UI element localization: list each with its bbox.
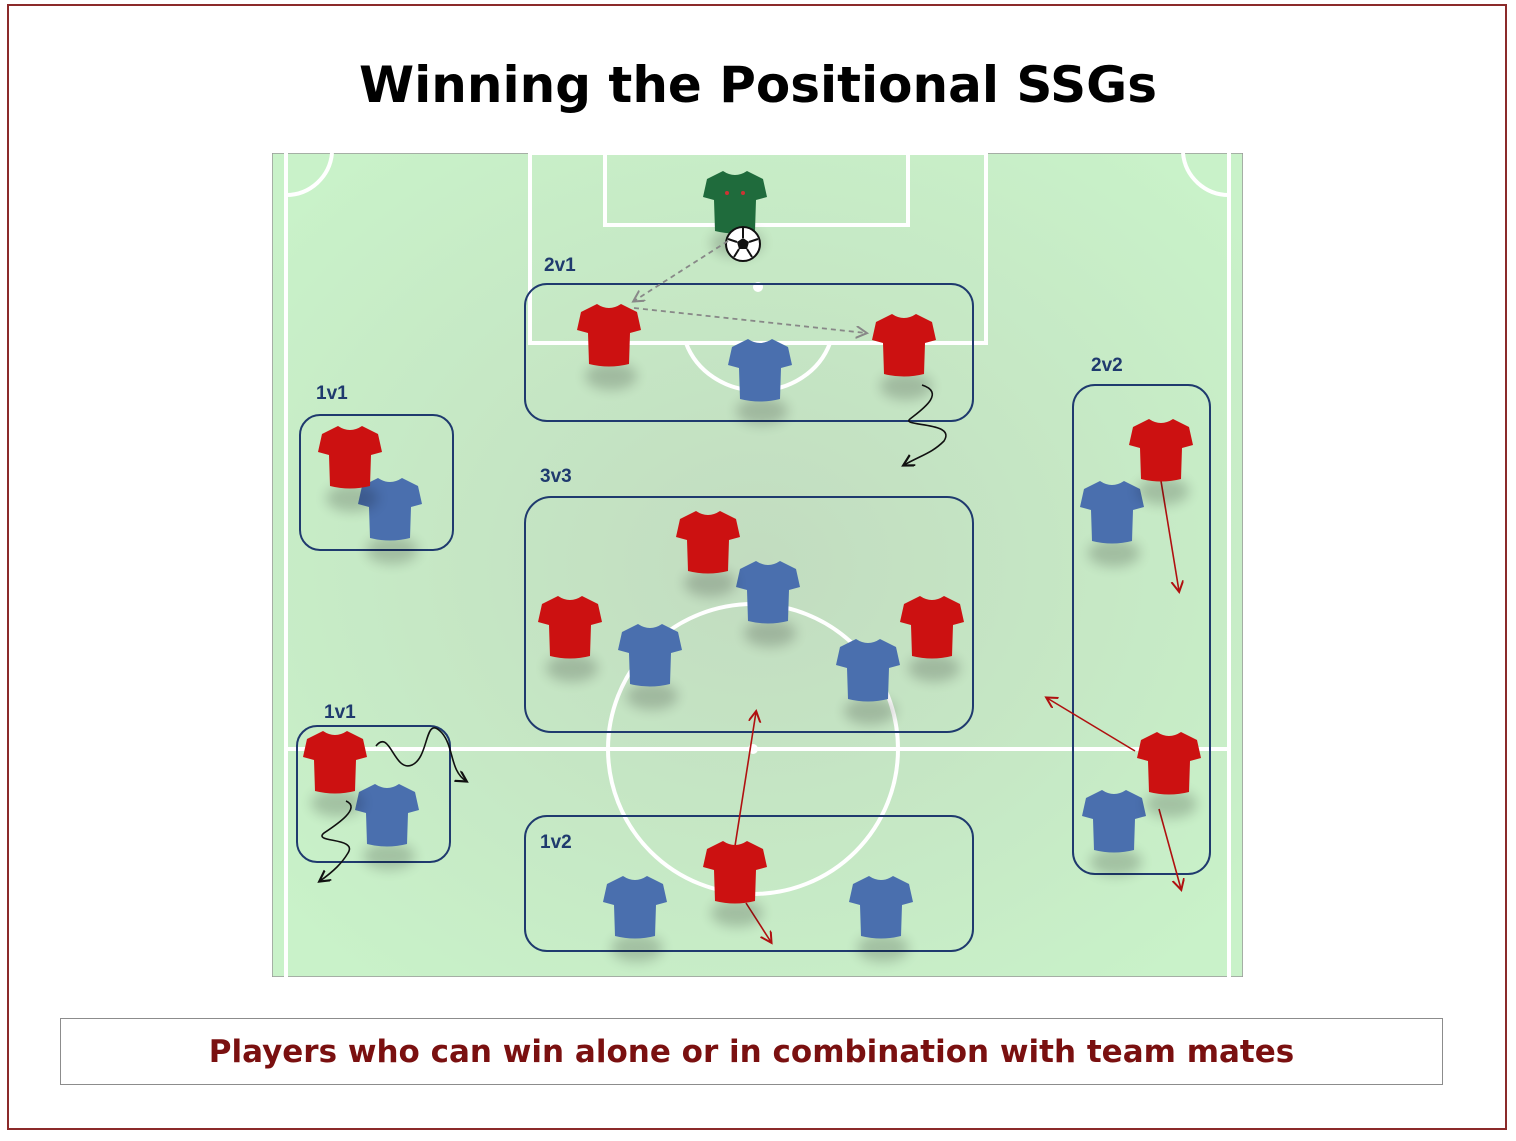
soccer-ball-icon: [725, 226, 761, 262]
zone-label-1v2: 1v2: [540, 832, 572, 853]
zone-3v3-box: [524, 496, 974, 733]
dribble-arrows: [320, 384, 947, 881]
football-pitch: 2v1 1v1 3v3 2v2 1v1 1v2: [271, 151, 1244, 978]
zone-label-1v1-lower: 1v1: [324, 702, 356, 723]
caption-box: Players who can win alone or in combinat…: [60, 1018, 1443, 1085]
zone-outlines: [296, 283, 1211, 952]
zone-2v2-box: [1072, 384, 1211, 875]
zone-label-1v1-upper: 1v1: [316, 383, 348, 404]
caption-text: Players who can win alone or in combinat…: [208, 1033, 1295, 1070]
zone-label-2v1: 2v1: [544, 255, 576, 276]
green-goalkeeper-jersey-icon: [703, 171, 767, 257]
zone-label-2v2: 2v2: [1091, 355, 1123, 376]
pass-arrows: [634, 240, 866, 333]
slide-title: Winning the Positional SSGs: [359, 56, 1157, 114]
zone-1v2-box: [524, 815, 974, 952]
zone-label-3v3: 3v3: [540, 466, 572, 487]
